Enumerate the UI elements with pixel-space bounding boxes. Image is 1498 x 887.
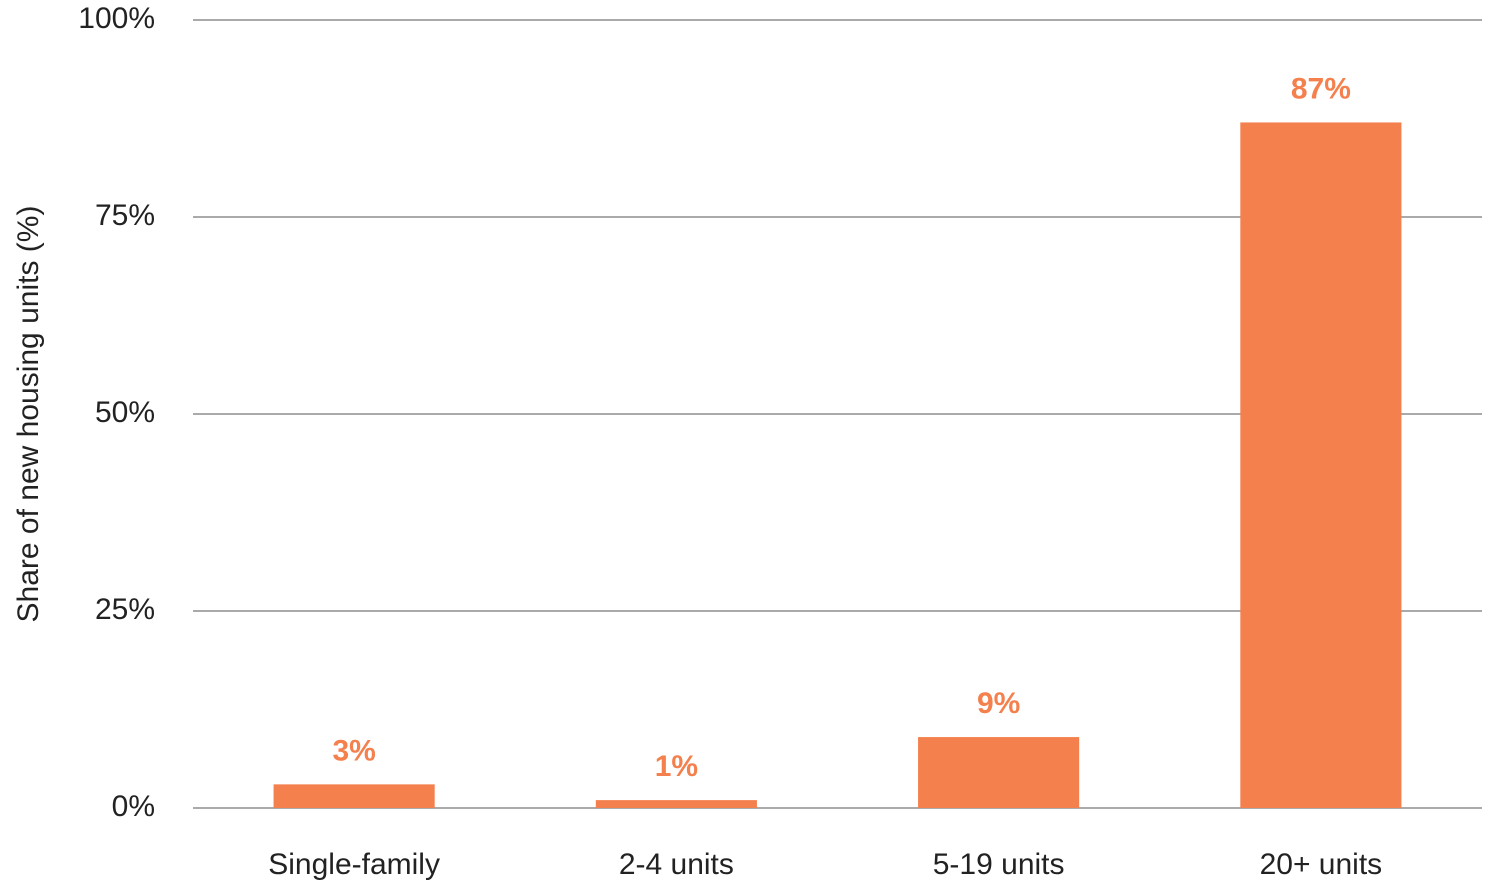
bar <box>918 737 1080 808</box>
y-tick-label: 0% <box>112 790 155 823</box>
x-tick-label: 2-4 units <box>619 848 734 881</box>
bar <box>1240 122 1402 808</box>
value-label: 1% <box>655 750 698 783</box>
value-label: 3% <box>332 734 375 767</box>
y-tick-label: 50% <box>95 396 155 429</box>
value-label: 9% <box>977 687 1020 720</box>
bar <box>595 800 757 808</box>
x-tick-label: 20+ units <box>1260 848 1383 881</box>
y-axis-label: Share of new housing units (%) <box>12 206 45 623</box>
x-tick-label: 5-19 units <box>933 848 1065 881</box>
bar <box>273 784 435 808</box>
y-tick-label: 25% <box>95 593 155 626</box>
y-tick-label: 100% <box>78 2 155 35</box>
y-tick-label: 75% <box>95 199 155 232</box>
value-label: 87% <box>1291 72 1351 105</box>
x-tick-label: Single-family <box>268 848 440 881</box>
